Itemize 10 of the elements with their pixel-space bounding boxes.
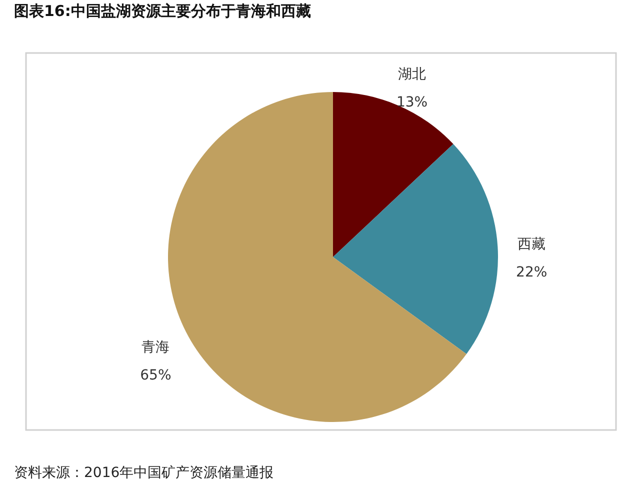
data-label: 13% — [396, 94, 428, 110]
text: 资料来源：2016年中国矿产资源储量通报 — [14, 464, 274, 482]
chart-title: 图表16:中国盐湖资源主要分布于青海和西藏 — [14, 2, 311, 20]
slice-label: 西藏 — [518, 236, 546, 253]
data-label: 22% — [516, 264, 548, 281]
slice-label: 湖北 — [398, 66, 426, 82]
pie-slice — [333, 92, 454, 257]
slice-label: 青海 — [142, 339, 170, 356]
data-label: 65% — [140, 367, 172, 384]
pie-slice — [333, 144, 498, 354]
